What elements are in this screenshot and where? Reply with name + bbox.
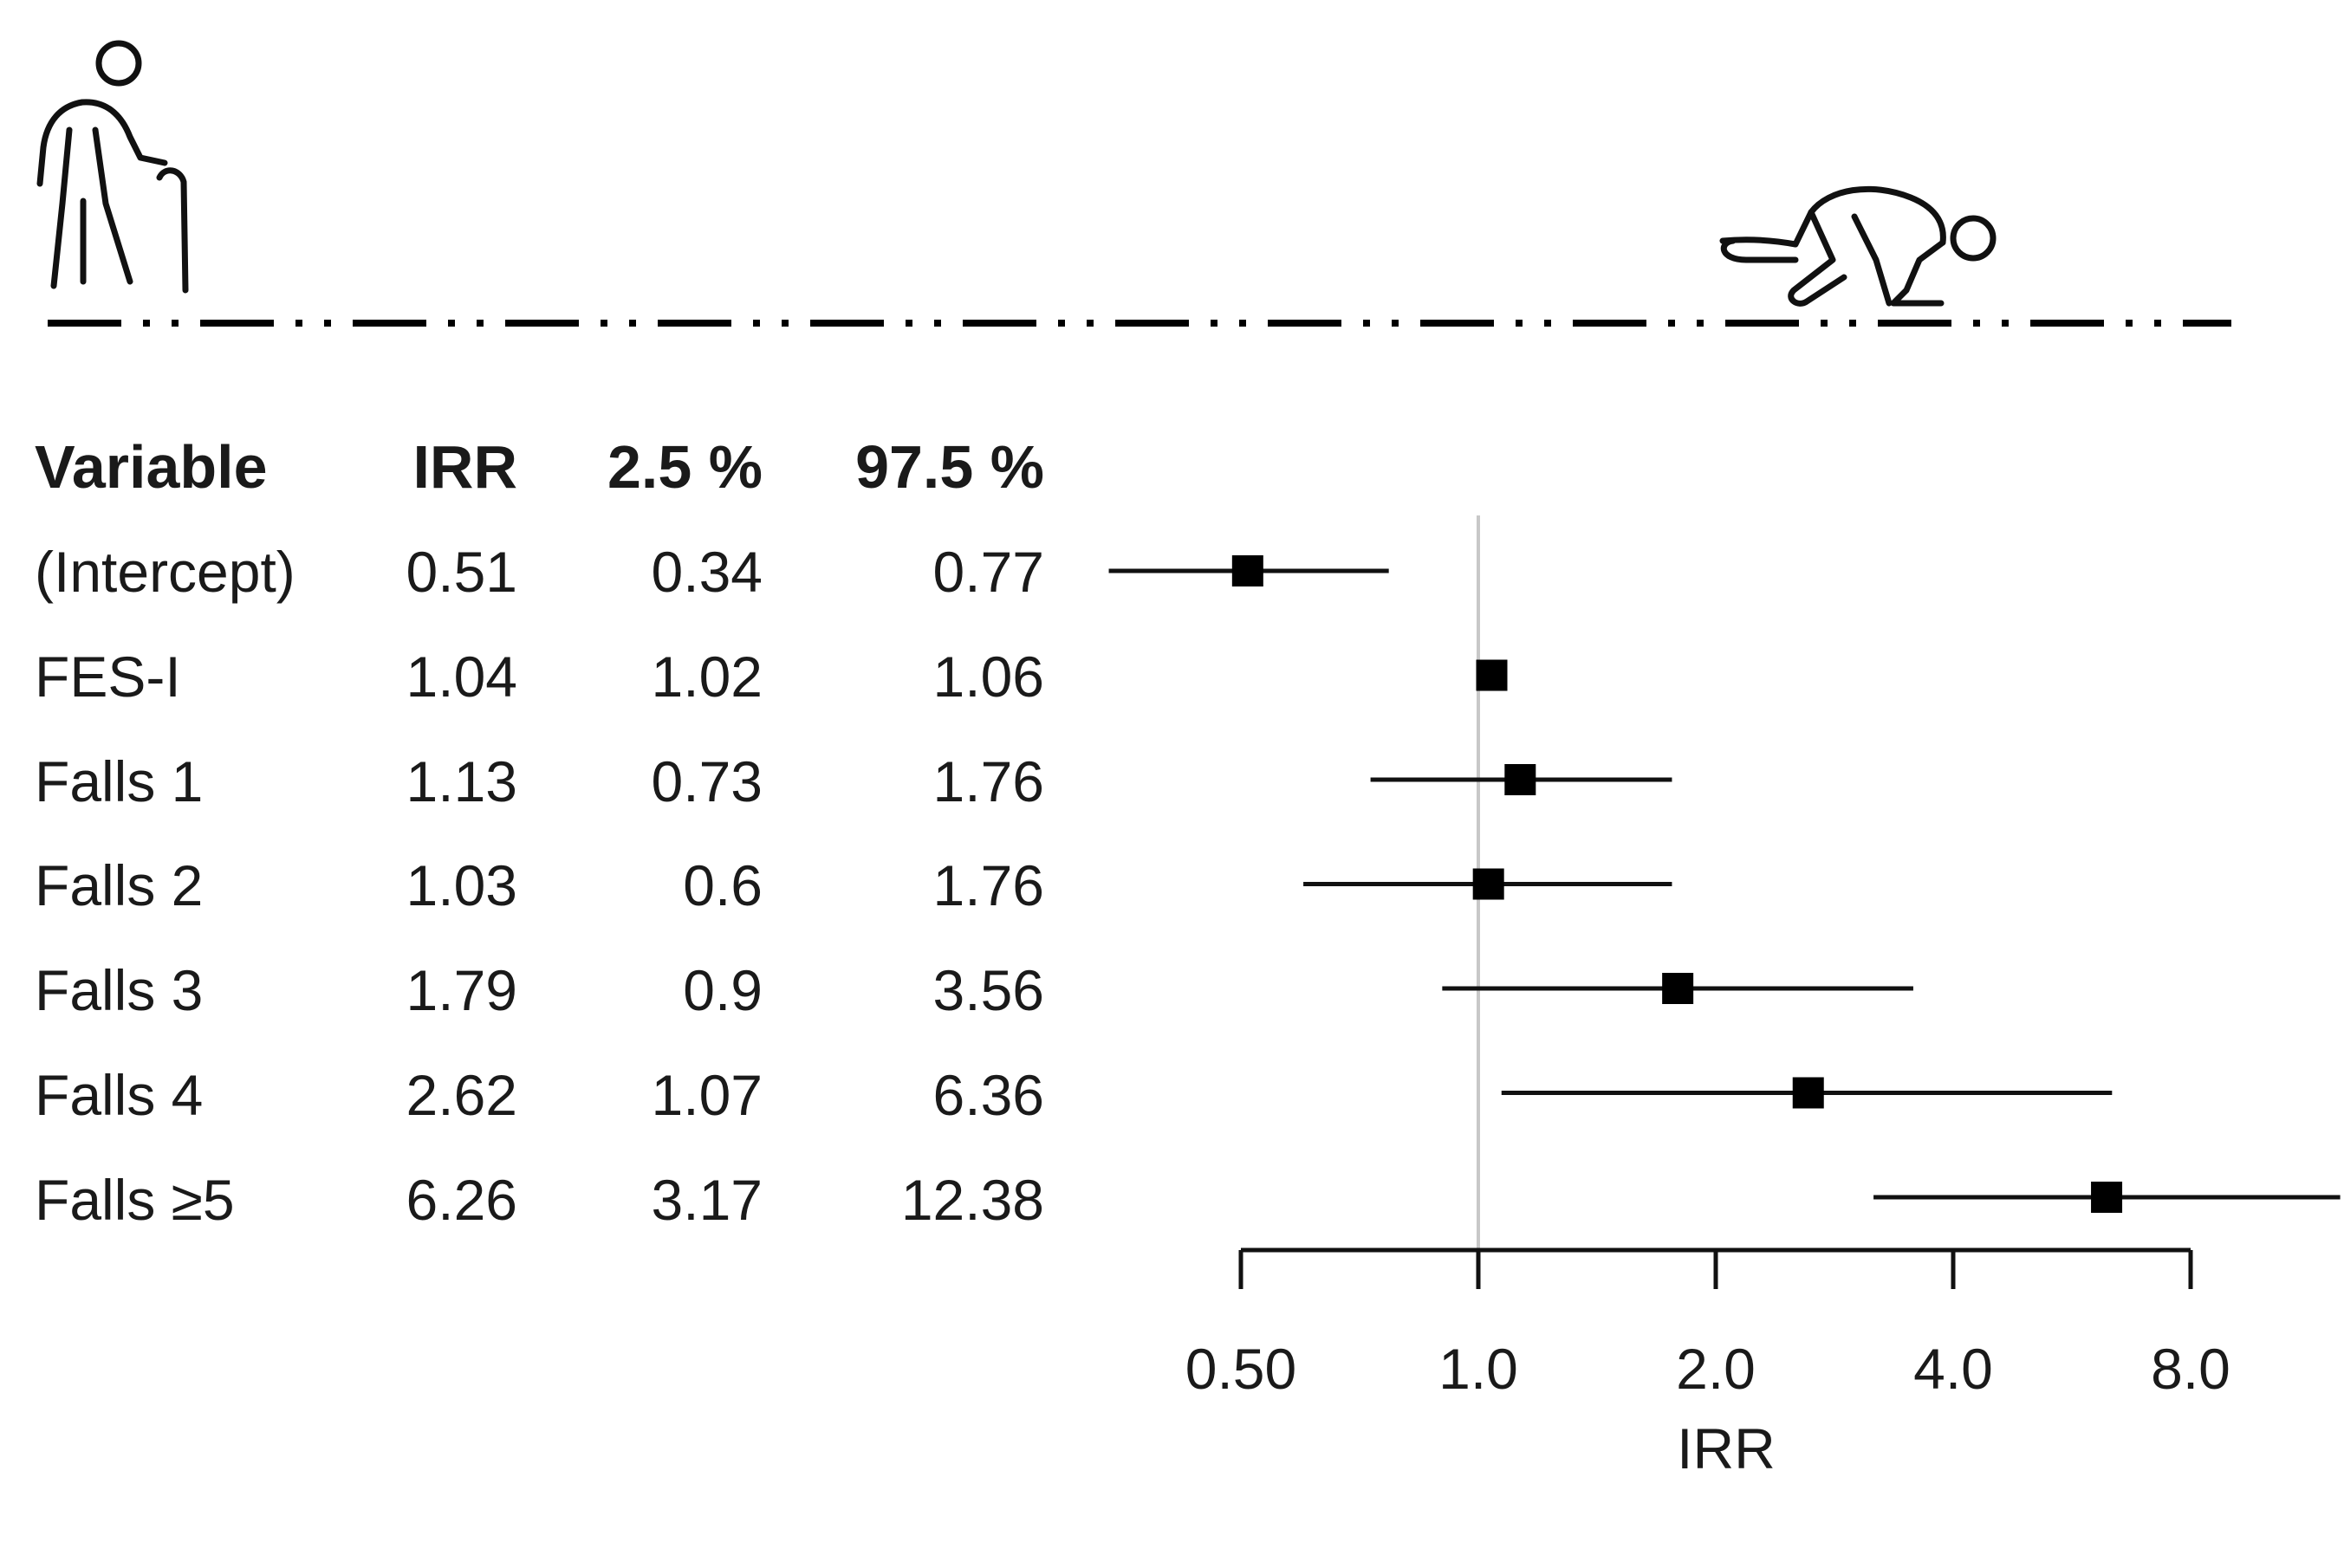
x-axis: 0.50 1.0 2.0 4.0 8.0 — [1185, 1247, 2230, 1401]
table-row: Falls 4 2.62 1.07 6.36 — [35, 1063, 1044, 1127]
x-tick-label: 1.0 — [1438, 1337, 1518, 1401]
cell-variable: (Intercept) — [35, 540, 295, 604]
table-row: (Intercept) 0.51 0.34 0.77 — [35, 540, 1044, 604]
x-tick-label: 0.50 — [1185, 1337, 1296, 1401]
elderly-person-with-cane-icon — [36, 40, 189, 294]
cell-irr: 6.26 — [406, 1168, 517, 1232]
point-estimate-marker — [1792, 1077, 1824, 1109]
header-upper-ci: 97.5 % — [855, 433, 1044, 501]
cell-lower-ci: 0.34 — [652, 540, 763, 604]
cell-lower-ci: 0.6 — [683, 853, 763, 917]
cell-lower-ci: 0.73 — [652, 749, 763, 813]
table-header: Variable IRR 2.5 % 97.5 % — [35, 433, 1044, 501]
cell-irr: 1.13 — [406, 749, 517, 813]
cell-variable: Falls ≥5 — [35, 1168, 235, 1232]
cell-upper-ci: 3.56 — [933, 958, 1044, 1022]
x-axis-label: IRR — [1677, 1416, 1776, 1481]
header-lower-ci: 2.5 % — [607, 433, 763, 501]
header-irr: IRR — [412, 433, 517, 501]
table-row: Falls 2 1.03 0.6 1.76 — [35, 853, 1044, 917]
cell-upper-ci: 1.06 — [933, 645, 1044, 709]
point-estimate-marker — [1504, 764, 1536, 795]
x-tick-label: 2.0 — [1676, 1337, 1756, 1401]
cell-irr: 1.03 — [406, 853, 517, 917]
point-estimate-marker — [1662, 973, 1694, 1004]
cell-irr: 2.62 — [406, 1063, 517, 1127]
cell-lower-ci: 1.07 — [652, 1063, 763, 1127]
point-estimate-marker — [1231, 555, 1263, 586]
cell-irr: 0.51 — [406, 540, 517, 604]
cell-variable: Falls 4 — [35, 1063, 203, 1127]
table-body: (Intercept) 0.51 0.34 0.77 FES-I 1.04 1.… — [35, 540, 1044, 1232]
cell-irr: 1.04 — [406, 645, 517, 709]
cell-variable: FES-I — [35, 645, 181, 709]
cell-lower-ci: 1.02 — [652, 645, 763, 709]
header-variable: Variable — [35, 433, 268, 501]
point-estimate-marker — [1472, 868, 1504, 900]
cell-lower-ci: 3.17 — [652, 1168, 763, 1232]
cell-variable: Falls 2 — [35, 853, 203, 917]
person-fallen-on-floor-icon — [1719, 185, 1997, 307]
cell-upper-ci: 6.36 — [933, 1063, 1044, 1127]
cell-upper-ci: 1.76 — [933, 749, 1044, 813]
x-tick-label: 8.0 — [2151, 1337, 2230, 1401]
point-estimate-marker — [1476, 659, 1508, 691]
point-estimate-marker — [2091, 1182, 2123, 1213]
plot-marks-layer — [1108, 555, 2341, 1213]
cell-upper-ci: 12.38 — [901, 1168, 1044, 1232]
table-row: Falls ≥5 6.26 3.17 12.38 — [35, 1168, 1044, 1232]
cell-irr: 1.79 — [406, 958, 517, 1022]
x-tick-label: 4.0 — [1913, 1337, 1993, 1401]
cell-upper-ci: 1.76 — [933, 853, 1044, 917]
table-row: Falls 3 1.79 0.9 3.56 — [35, 958, 1044, 1022]
cell-variable: Falls 3 — [35, 958, 203, 1022]
table-row: Falls 1 1.13 0.73 1.76 — [35, 749, 1044, 813]
table-row: FES-I 1.04 1.02 1.06 — [35, 645, 1044, 709]
cell-variable: Falls 1 — [35, 749, 203, 813]
cell-upper-ci: 0.77 — [933, 540, 1044, 604]
cell-lower-ci: 0.9 — [683, 958, 763, 1022]
